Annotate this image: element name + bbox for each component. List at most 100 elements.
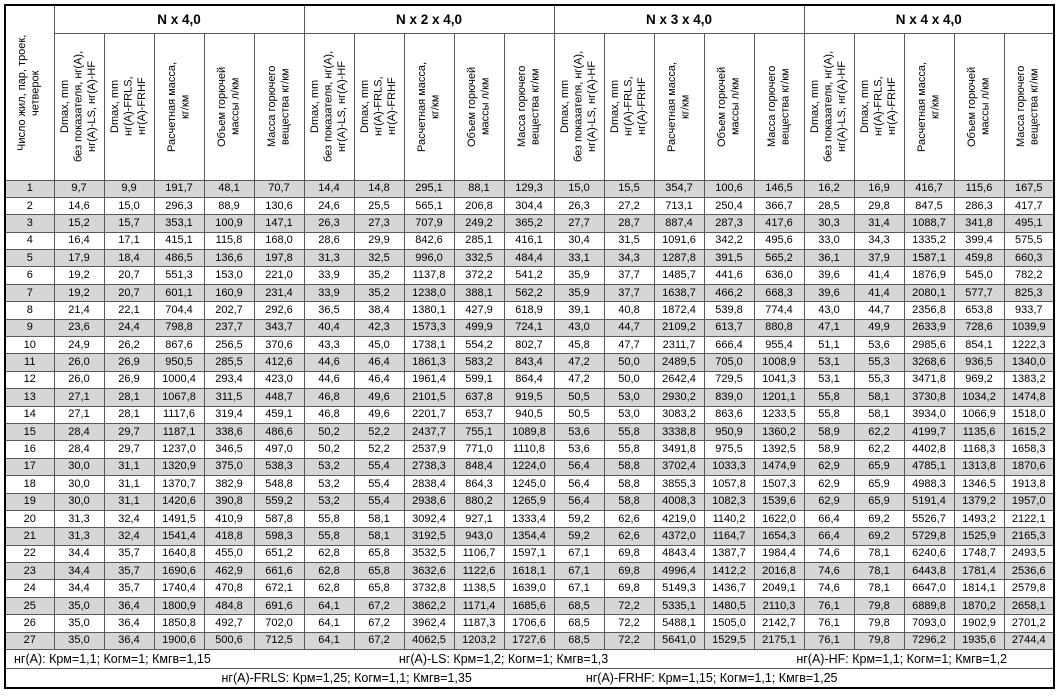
subheader-text: Расчетная масса, кг/км xyxy=(915,61,942,152)
subheader-group1-col3: Расчетная масса, кг/км xyxy=(153,32,205,181)
cell-r4-c17: 34,3 xyxy=(853,231,905,251)
cell-r20-c20: 2122,1 xyxy=(1003,509,1055,529)
cell-r16-c19: 1168,3 xyxy=(953,440,1005,459)
cell-r15-c5: 486,6 xyxy=(253,422,305,442)
cell-r18-c18: 4988,3 xyxy=(903,475,955,494)
cell-r21-c11: 59,2 xyxy=(553,527,605,546)
cell-r10-c2: 26,2 xyxy=(103,336,155,355)
subheader-text: Dmax, mm без показателя, нг(А), нг(А)-LS, … xyxy=(308,50,348,163)
note-ngA-FRLS: нг(А)-FRLS: Крм=1,25; Когм=1,1; Кмгв=1,3… xyxy=(221,670,472,685)
cell-r8-c11: 39,1 xyxy=(553,301,605,320)
cell-r3-c14: 287,3 xyxy=(703,214,755,233)
cell-r8-c10: 618,9 xyxy=(503,301,555,320)
cell-r11-c16: 53,1 xyxy=(803,353,855,372)
cell-r10-c3: 867,6 xyxy=(153,336,205,355)
cell-r10-c7: 45,0 xyxy=(353,336,405,355)
cell-r27-c17: 79,8 xyxy=(853,631,905,651)
footer-row-2: нг(А)-FRLS: Крм=1,25; Когм=1,1; Кмгв=1,3… xyxy=(4,668,1055,689)
cell-r8-c15: 774,4 xyxy=(753,301,805,320)
table-row: 11 26,0 26,9 950,5 285,5 412,6 44,6 46,4 1861,3 5… xyxy=(4,353,1055,372)
cell-r14-c3: 1117,6 xyxy=(153,405,205,424)
corner-header-cell: Число жил, пар, троек, четверок xyxy=(4,4,55,181)
table-row: 25 35,0 36,4 1800,9 484,8 691,6 64,1 67,2 3862,2… xyxy=(4,596,1055,616)
group-header-nx4: N x 4,0 xyxy=(53,4,305,34)
cell-r20-c13: 4219,0 xyxy=(653,509,705,529)
row-number: 21 xyxy=(4,527,55,546)
cell-r18-c3: 1370,7 xyxy=(153,475,205,494)
cell-r6-c12: 37,7 xyxy=(603,266,655,285)
cell-r15-c20: 1615,2 xyxy=(1003,422,1055,442)
cell-r5-c15: 565,2 xyxy=(753,249,805,268)
cell-r2-c4: 88,9 xyxy=(203,196,255,216)
cell-r22-c19: 1748,7 xyxy=(953,544,1005,564)
cell-r12-c5: 423,0 xyxy=(253,370,305,390)
cell-r11-c2: 26,9 xyxy=(103,353,155,372)
cell-r1-c3: 191,7 xyxy=(153,179,205,198)
cell-r19-c7: 55,4 xyxy=(353,492,405,511)
subheader-text: Dmax, mm без показателя, нг(А), нг(А)-LS, … xyxy=(558,50,598,163)
cell-r13-c10: 919,5 xyxy=(503,388,555,407)
cell-r13-c8: 2101,5 xyxy=(403,388,455,407)
cell-r22-c7: 65,8 xyxy=(353,544,405,564)
row-number: 6 xyxy=(4,266,55,285)
cell-r21-c16: 66,4 xyxy=(803,527,855,546)
cable-spec-table: Число жил, пар, троек, четверок N x 4,0 … xyxy=(4,4,1055,689)
cell-r4-c20: 575,5 xyxy=(1003,231,1055,251)
table-footer: нг(А): Крм=1,1; Когм=1; Кмгв=1,15 нг(А)-… xyxy=(4,649,1055,689)
cell-r27-c14: 1529,5 xyxy=(703,631,755,651)
cell-r25-c11: 68,5 xyxy=(553,596,605,616)
table-row: 27 35,0 36,4 1900,6 500,6 712,5 64,1 67,2 4062,5… xyxy=(4,631,1055,651)
table-row: 9 23,6 24,4 798,8 237,7 343,7 40,4 42,3 1573,3 49… xyxy=(4,318,1055,338)
subheader-group4-col3: Расчетная масса, кг/км xyxy=(903,32,955,181)
cell-r22-c3: 1640,8 xyxy=(153,544,205,564)
cell-r19-c2: 31,1 xyxy=(103,492,155,511)
subheader-text: Объем горючей массы л/км xyxy=(215,66,242,147)
cell-r8-c8: 1380,1 xyxy=(403,301,455,320)
cell-r7-c5: 231,4 xyxy=(253,283,305,303)
cell-r16-c5: 497,0 xyxy=(253,440,305,459)
subheader-group1-col4: Объем горючей массы л/км xyxy=(203,32,255,181)
cell-r23-c6: 62,8 xyxy=(303,562,355,581)
cell-r12-c6: 44,6 xyxy=(303,370,355,390)
cell-r12-c13: 2642,4 xyxy=(653,370,705,390)
cell-r11-c14: 705,0 xyxy=(703,353,755,372)
cell-r1-c4: 48,1 xyxy=(203,179,255,198)
subheader-text: Масса горючего вещества кг/км xyxy=(515,65,542,148)
cell-r20-c7: 58,1 xyxy=(353,509,405,529)
cell-r25-c20: 2658,1 xyxy=(1003,596,1055,616)
cell-r6-c13: 1485,7 xyxy=(653,266,705,285)
corner-header-line: четверок xyxy=(29,70,42,116)
cell-r1-c6: 14,4 xyxy=(303,179,355,198)
cell-r16-c13: 3491,8 xyxy=(653,440,705,459)
cell-r8-c2: 22,1 xyxy=(103,301,155,320)
cell-r11-c11: 47,2 xyxy=(553,353,605,372)
cell-r5-c20: 660,3 xyxy=(1003,249,1055,268)
cell-r3-c11: 27,7 xyxy=(553,214,605,233)
cell-r11-c1: 26,0 xyxy=(53,353,105,372)
cell-r5-c10: 484,4 xyxy=(503,249,555,268)
cell-r23-c18: 6443,8 xyxy=(903,562,955,581)
cell-r14-c1: 27,1 xyxy=(53,405,105,424)
cell-r2-c18: 847,5 xyxy=(903,196,955,216)
cell-r19-c17: 65,9 xyxy=(853,492,905,511)
cell-r2-c12: 27,2 xyxy=(603,196,655,216)
cell-r20-c9: 927,1 xyxy=(453,509,505,529)
cell-r23-c3: 1690,6 xyxy=(153,562,205,581)
cell-r15-c12: 55,8 xyxy=(603,422,655,442)
cell-r9-c19: 728,6 xyxy=(953,318,1005,338)
cell-r17-c8: 2738,3 xyxy=(403,457,455,477)
cell-r7-c13: 1638,7 xyxy=(653,283,705,303)
cell-r5-c16: 36,1 xyxy=(803,249,855,268)
cell-r10-c19: 854,1 xyxy=(953,336,1005,355)
cell-r8-c6: 36,5 xyxy=(303,301,355,320)
subheader-text: Объем горючей массы л/км xyxy=(715,66,742,147)
cell-r25-c4: 484,8 xyxy=(203,596,255,616)
cell-r23-c19: 1781,4 xyxy=(953,562,1005,581)
cell-r20-c12: 62,6 xyxy=(603,509,655,529)
cell-r13-c5: 448,7 xyxy=(253,388,305,407)
cell-r22-c1: 34,4 xyxy=(53,544,105,564)
subheader-text: Объем горючей массы л/км xyxy=(465,66,492,147)
subheader-group1-col2: Dmax, mm нг(А)-FRLS, нг(А)-FRHF xyxy=(103,32,155,181)
cell-r27-c15: 2175,1 xyxy=(753,631,805,651)
row-number: 11 xyxy=(4,353,55,372)
